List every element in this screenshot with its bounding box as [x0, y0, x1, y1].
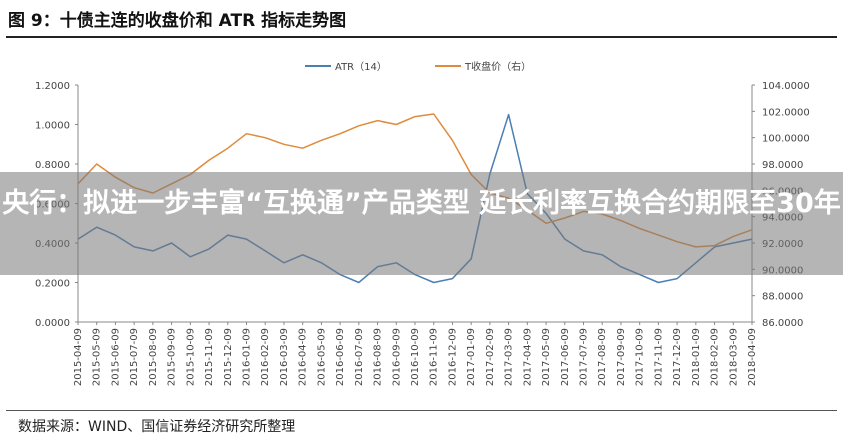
x-tick-label: 2017-08-09: [597, 328, 608, 386]
x-tick-label: 2018-04-09: [747, 328, 758, 386]
x-tick-label: 2017-04-09: [522, 328, 533, 386]
right-tick-label: 98.0000: [762, 160, 803, 171]
x-tick-label: 2017-09-09: [616, 328, 627, 386]
figure-source: 数据来源：WIND、国信证券经济研究所整理: [18, 419, 296, 435]
x-tick-label: 2015-10-09: [185, 328, 196, 386]
x-tick-label: 2017-07-09: [579, 328, 590, 386]
x-tick-label: 2016-12-09: [447, 328, 458, 386]
right-tick-label: 104.0000: [762, 81, 810, 92]
x-tick-label: 2018-03-09: [728, 328, 739, 386]
x-tick-label: 2017-10-09: [635, 328, 646, 386]
x-tick-label: 2016-04-09: [298, 328, 309, 386]
left-tick-label: 0.2000: [35, 279, 70, 290]
x-tick-label: 2017-03-09: [504, 328, 515, 386]
x-tick-label: 2016-01-09: [242, 328, 253, 386]
x-tick-label: 2016-08-09: [373, 328, 384, 386]
x-tick-label: 2016-06-09: [335, 328, 346, 386]
x-tick-label: 2016-03-09: [279, 328, 290, 386]
x-tick-label: 2016-07-09: [354, 328, 365, 386]
title-rule: [6, 36, 837, 38]
left-tick-label: 1.0000: [35, 121, 70, 132]
left-tick-label: 0.0000: [35, 318, 70, 329]
legend-label-close: T收盘价（右）: [464, 60, 531, 73]
right-tick-label: 102.0000: [762, 107, 810, 118]
x-axis-ticks: 2015-04-09 2015-05-09 2015-06-09 2015-07-09…: [73, 322, 758, 386]
x-tick-label: 2017-05-09: [541, 328, 552, 386]
x-tick-label: 2016-05-09: [316, 328, 327, 386]
x-tick-label: 2018-01-09: [691, 328, 702, 386]
source-rule: [6, 410, 837, 411]
x-tick-label: 2016-10-09: [410, 328, 421, 386]
x-tick-label: 2018-02-09: [710, 328, 721, 386]
x-tick-label: 2015-11-09: [204, 328, 215, 386]
x-tick-label: 2016-11-09: [429, 328, 440, 386]
overlay-headline: 央行：拟进一步丰富“互换通”产品类型 延长利率互换合约期限至30年: [2, 188, 841, 219]
x-tick-label: 2017-11-09: [653, 328, 664, 386]
x-tick-label: 2017-02-09: [485, 328, 496, 386]
news-overlay-banner[interactable]: 央行：拟进一步丰富“互换通”产品类型 延长利率互换合约期限至30年: [0, 172, 843, 275]
left-tick-label: 0.8000: [35, 160, 70, 171]
right-tick-label: 86.0000: [762, 318, 803, 329]
figure-title: 图 9：十债主连的收盘价和 ATR 指标走势图: [8, 11, 347, 31]
x-tick-label: 2015-05-09: [92, 328, 103, 386]
x-tick-label: 2016-02-09: [260, 328, 271, 386]
x-tick-label: 2016-09-09: [391, 328, 402, 386]
x-tick-label: 2017-01-09: [466, 328, 477, 386]
x-tick-label: 2017-06-09: [560, 328, 571, 386]
chart-legend: ATR（14） T收盘价（右）: [305, 60, 531, 73]
left-tick-label: 1.2000: [35, 81, 70, 92]
x-tick-label: 2015-12-09: [223, 328, 234, 386]
x-tick-label: 2015-08-09: [148, 328, 159, 386]
right-tick-label: 88.0000: [762, 292, 803, 303]
x-tick-label: 2015-09-09: [167, 328, 178, 386]
x-tick-label: 2015-06-09: [110, 328, 121, 386]
right-tick-label: 100.0000: [762, 134, 810, 145]
x-tick-label: 2015-07-09: [129, 328, 140, 386]
legend-label-atr: ATR（14）: [335, 61, 387, 73]
x-tick-label: 2017-12-09: [672, 328, 683, 386]
x-tick-label: 2015-04-09: [73, 328, 84, 386]
